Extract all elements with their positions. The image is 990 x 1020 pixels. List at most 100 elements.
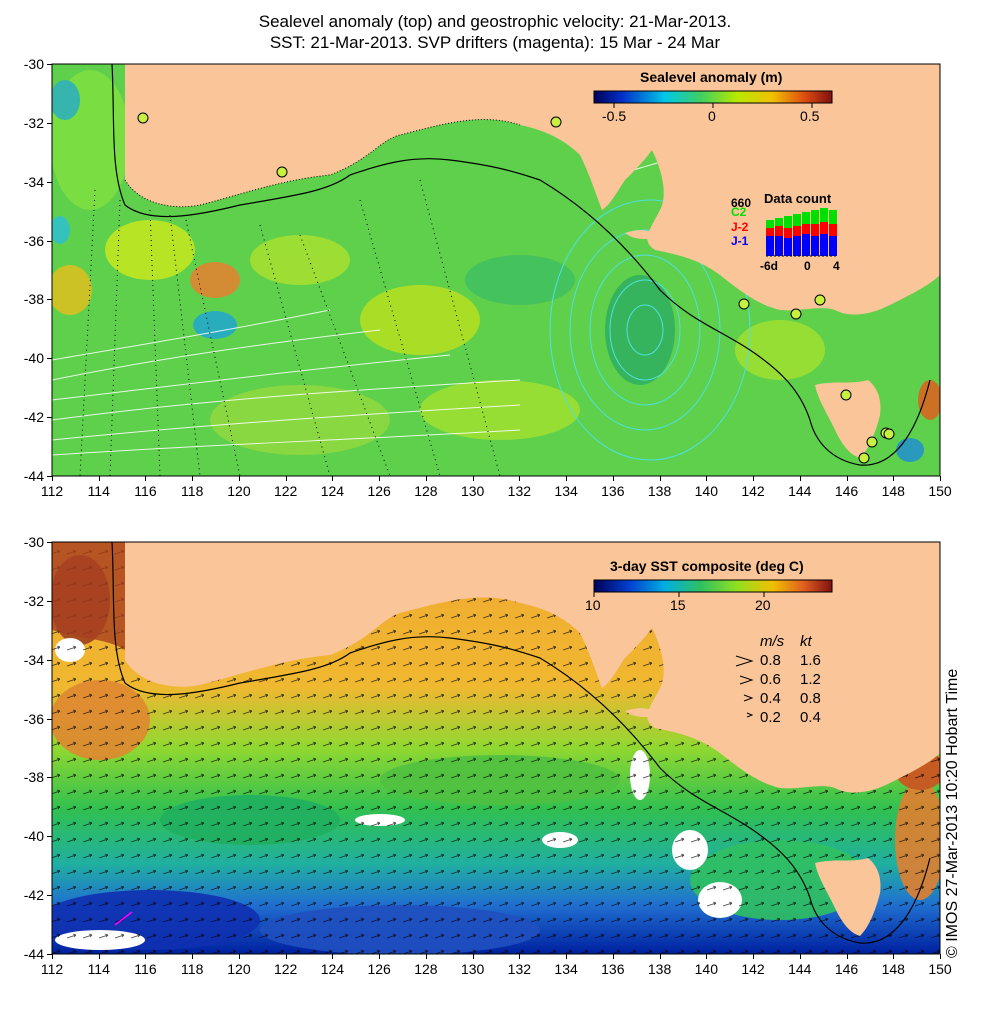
x-tick-label: 126 [367, 483, 391, 499]
legend-ms-value: 0.8 [760, 652, 781, 669]
y-tick-label: -42 [23, 409, 44, 426]
data-count-bars [766, 208, 837, 256]
y-tick-mark [47, 299, 52, 301]
x-tick-label: 146 [834, 961, 859, 977]
x-tick-label: 138 [647, 961, 672, 977]
x-tick-mark [145, 476, 147, 481]
tasmania-land-bottom [815, 858, 881, 936]
x-tick-mark [192, 476, 194, 481]
x-tick-mark [706, 954, 708, 959]
data-count-xlabel-start: -6d [760, 259, 778, 273]
y-tick-label: -40 [23, 350, 44, 367]
x-tick-label: 116 [134, 483, 157, 499]
x-tick-label: 128 [414, 483, 438, 499]
x-tick-mark [612, 476, 614, 481]
legend-ms-value: 0.6 [760, 671, 781, 688]
tide-gauge-markers [137, 112, 895, 464]
x-tick-label: 130 [460, 483, 485, 499]
legend-ms-value: 0.2 [760, 709, 781, 726]
data-count-inset [766, 208, 838, 257]
x-tick-label: 150 [928, 483, 952, 499]
y-tick-label: -30 [23, 534, 44, 550]
x-tick-mark [332, 476, 334, 481]
x-tick-label: 140 [694, 961, 718, 977]
drifter-track [114, 911, 133, 926]
x-tick-mark [52, 954, 53, 959]
x-tick-mark [940, 954, 941, 959]
x-tick-mark [519, 476, 521, 481]
x-tick-label: 120 [227, 483, 251, 499]
x-tick-mark [799, 954, 801, 959]
x-tick-mark [285, 954, 287, 959]
x-tick-mark [893, 954, 895, 959]
x-tick-label: 130 [460, 961, 485, 977]
y-tick-label: -36 [23, 232, 44, 249]
x-tick-mark [519, 954, 521, 959]
y-tick-label: -34 [23, 173, 44, 190]
velocity-legend-row: 0.8 1.6 [760, 651, 821, 670]
x-tick-mark [98, 954, 100, 959]
australia-land [125, 64, 940, 315]
x-tick-mark [379, 476, 381, 481]
y-tick-mark [47, 895, 52, 897]
x-tick-mark [98, 476, 100, 481]
x-tick-mark [332, 954, 334, 959]
x-tick-label: 148 [881, 961, 905, 977]
sst-colorbar-label-20: 20 [755, 597, 771, 613]
velocity-legend-ms-header: m/s [760, 633, 785, 650]
data-count-title: Data count [764, 191, 832, 206]
y-tick-mark [47, 542, 52, 543]
x-tick-label: 142 [741, 483, 765, 499]
velocity-legend-arrows [735, 655, 754, 718]
x-tick-label: 114 [87, 961, 110, 977]
x-tick-mark [238, 476, 240, 481]
legend-kt-value: 1.2 [800, 671, 821, 688]
sla-colorbar-label-pos: 0.5 [800, 108, 820, 124]
y-tick-label: -32 [23, 592, 44, 609]
x-tick-mark [612, 954, 614, 959]
data-count-xlabel-zero: 0 [804, 259, 811, 273]
x-tick-label: 124 [320, 961, 345, 977]
x-tick-mark [566, 476, 568, 481]
data-count-max: 660 [731, 196, 752, 210]
x-tick-label: 140 [694, 483, 718, 499]
data-count-sat-j2: J-2 [731, 220, 749, 234]
y-tick-mark [47, 417, 52, 419]
sla-colorbar-title: Sealevel anomaly (m) [640, 69, 783, 85]
x-tick-mark [753, 476, 755, 481]
x-tick-mark [285, 476, 287, 481]
x-tick-label: 126 [367, 961, 391, 977]
shelf-break-line [111, 64, 931, 466]
x-tick-label: 124 [320, 483, 345, 499]
sealevel-map [51, 63, 941, 477]
figure-title-line1: Sealevel anomaly (top) and geostrophic v… [258, 12, 732, 31]
x-tick-label: 128 [414, 961, 438, 977]
y-tick-mark [47, 240, 52, 242]
figure-title-line2: SST: 21-Mar-2013. SVP drifters (magenta)… [269, 33, 721, 52]
y-tick-label: -32 [23, 114, 44, 131]
x-tick-mark [379, 954, 381, 959]
x-tick-mark [846, 476, 848, 481]
sla-colorbar [593, 90, 833, 108]
x-tick-label: 122 [273, 961, 298, 977]
x-tick-mark [846, 954, 848, 959]
x-tick-label: 136 [601, 483, 625, 499]
x-tick-label: 134 [554, 483, 578, 499]
y-tick-mark [47, 659, 52, 661]
y-tick-mark [47, 954, 52, 955]
legend-ms-value: 0.4 [760, 690, 781, 707]
velocity-legend-header: m/s kt [760, 632, 821, 651]
x-tick-mark [706, 476, 708, 481]
x-tick-label: 144 [788, 483, 812, 499]
x-tick-label: 112 [40, 961, 64, 977]
y-tick-mark [47, 181, 52, 183]
velocity-legend-kt-header: kt [800, 633, 812, 650]
y-tick-mark [47, 718, 52, 720]
x-tick-label: 118 [181, 961, 204, 977]
x-tick-label: 146 [834, 483, 859, 499]
sst-colorbar-label-10: 10 [585, 597, 601, 613]
x-tick-mark [940, 476, 941, 481]
data-count-xlabel-end: 4 [833, 259, 840, 273]
legend-kt-value: 0.8 [800, 690, 821, 707]
